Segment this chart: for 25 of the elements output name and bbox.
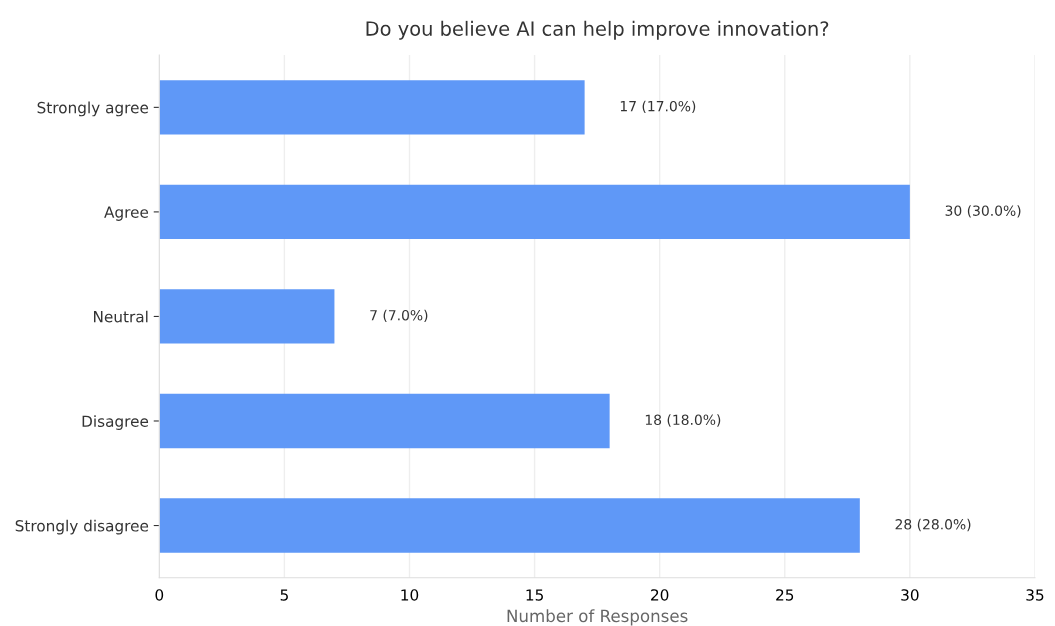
- data-label: 7 (7.0%): [370, 309, 428, 323]
- y-tick-label: Agree: [104, 206, 149, 221]
- x-tick-label: 5: [280, 589, 288, 601]
- y-tick-label: Disagree: [82, 415, 149, 430]
- data-label: 30 (30.0%): [945, 205, 1021, 218]
- chart-title: Do you believe AI can help improve innovation?: [366, 20, 829, 40]
- bar: [159, 393, 610, 449]
- bar: [159, 184, 910, 240]
- x-tick-label: 10: [401, 589, 419, 601]
- bar: [159, 289, 335, 344]
- x-tick-label: 30: [901, 589, 919, 601]
- x-tick-label: 35: [1026, 589, 1044, 601]
- x-tick-label: 25: [776, 589, 794, 601]
- x-tick-label: 15: [526, 589, 543, 601]
- bar: [159, 80, 585, 135]
- data-label: 18 (18.0%): [645, 414, 721, 427]
- x-axis-title: Number of Responses: [507, 609, 688, 626]
- y-tick-label: Strongly agree: [37, 101, 149, 117]
- data-label: 17 (17.0%): [620, 100, 696, 114]
- x-tick-label: 20: [651, 589, 669, 601]
- x-tick-label: 0: [155, 589, 164, 601]
- data-label: 28 (28.0%): [895, 518, 971, 532]
- bar: [159, 498, 860, 553]
- y-tick-label: Strongly disagree: [15, 519, 149, 535]
- y-tick-label: Neutral: [94, 310, 148, 323]
